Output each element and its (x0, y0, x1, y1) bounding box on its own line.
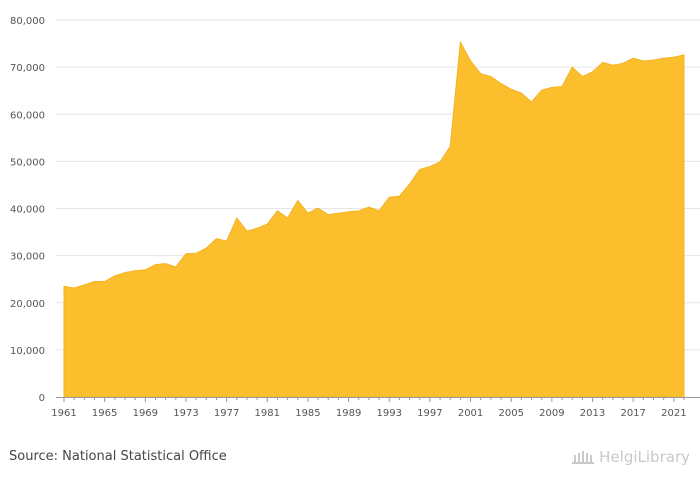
x-tick-label: 2001 (458, 408, 483, 419)
x-tick-label: 1969 (133, 408, 158, 419)
x-tick-label: 2013 (580, 408, 605, 419)
x-tick-label: 2005 (498, 408, 523, 419)
x-tick-label: 1989 (336, 408, 361, 419)
library-building-icon (572, 451, 595, 464)
y-tick-label: 70,000 (10, 63, 45, 74)
x-axis-labels: 1961 1965 1969 1973 1977 1981 1985 1989 1993 1997… (51, 408, 686, 419)
x-tick-label: 1997 (417, 408, 442, 419)
x-tick-label: 1973 (173, 408, 198, 419)
brand-logo[interactable]: HelgiLibrary (571, 448, 690, 466)
x-tick-label: 1977 (214, 408, 239, 419)
brand-name: HelgiLibrary (599, 448, 690, 466)
y-tick-label: 50,000 (10, 157, 45, 168)
x-tick-label: 1993 (377, 408, 402, 419)
x-tick-label: 2021 (661, 408, 686, 419)
y-tick-label: 0 (39, 393, 45, 404)
x-tick-label: 1985 (295, 408, 320, 419)
source-note: Source: National Statistical Office (9, 449, 227, 464)
x-axis (56, 397, 700, 402)
x-tick-label: 2017 (620, 408, 645, 419)
y-tick-label: 60,000 (10, 110, 45, 121)
y-axis-labels: 0 10,000 20,000 30,000 40,000 50,000 60,000 70,… (10, 16, 45, 404)
x-tick-label: 1965 (92, 408, 117, 419)
x-tick-label: 1961 (51, 408, 76, 419)
y-tick-label: 30,000 (10, 252, 45, 263)
x-tick-label: 2009 (539, 408, 564, 419)
x-tick-label: 1981 (255, 408, 280, 419)
y-tick-label: 40,000 (10, 205, 45, 216)
y-tick-label: 80,000 (10, 16, 45, 27)
y-tick-label: 20,000 (10, 299, 45, 310)
y-tick-label: 10,000 (10, 346, 45, 357)
area-series (63, 40, 685, 398)
area-fill (63, 40, 685, 398)
